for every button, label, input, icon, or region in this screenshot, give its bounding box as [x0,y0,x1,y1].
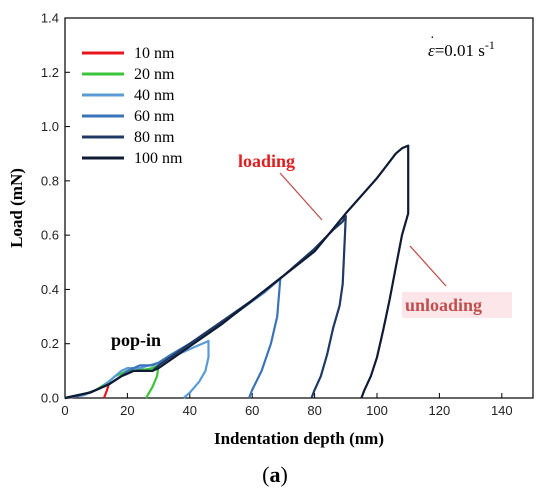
plot-frame [64,17,534,399]
y-tick-label: 0.6 [41,228,59,243]
y-tick-label: 0.0 [41,391,59,406]
unloading-arrow [409,245,447,287]
series-line-60-nm [64,277,282,400]
legend-label: 20 nm [134,66,175,83]
y-tick-label: 0.8 [41,173,59,188]
x-tick-label: 80 [307,403,321,418]
series-line-100-nm [64,144,410,400]
x-tick-label: 120 [429,403,451,418]
legend-label: 40 nm [134,87,175,104]
y-tick-label: 0.2 [41,336,59,351]
legend-label: 60 nm [134,108,175,125]
strain-rate-value: =0.01 s [435,41,485,60]
y-tick-label: 1.4 [41,11,59,26]
caption-close: ) [280,462,288,487]
x-tick-label: 0 [61,403,68,418]
x-tick-label: 60 [245,403,259,418]
legend-label: 80 nm [134,129,175,146]
loading-label: loading [238,151,295,171]
figure-caption: (a) [0,462,550,488]
x-tick-label: 40 [183,403,197,418]
nanoindentation-chart: 0 20 40 60 80 100 120 140 0.0 0.2 0.4 0.6 0.8 1.0 1.2 1… [7,11,534,448]
unloading-label-bg [402,292,512,318]
x-tick-label: 140 [491,403,513,418]
axis-ticks: 0 20 40 60 80 100 120 140 0.0 0.2 0.4 0.6 0.8 1.0 1.2 1… [41,11,513,419]
x-axis-title: Indentation depth (nm) [214,429,384,448]
y-tick-label: 1.0 [41,119,59,134]
strain-rate-label: ε=0.01 s-1 [428,38,495,60]
y-tick-label: 0.4 [41,282,59,297]
legend: 10 nm 20 nm 40 nm 60 nm 80 nm 100 nm [82,45,183,167]
strain-rate-dot: · [430,31,435,46]
strain-rate-symbol: ε [428,41,435,60]
caption-open: ( [262,462,270,487]
x-tick-label: 20 [120,403,134,418]
pop-in-label: pop-in [111,330,161,350]
x-tick-label: 100 [366,403,388,418]
series-layer [64,144,410,400]
legend-label: 100 nm [134,150,183,167]
y-axis-title: Load (mN) [7,168,26,248]
y-tick-label: 1.2 [41,65,59,80]
legend-label: 10 nm [134,45,175,62]
strain-rate-exponent: -1 [485,38,495,52]
loading-arrow [279,172,323,221]
unloading-label: unloading [405,295,482,315]
caption-letter: a [269,462,281,487]
